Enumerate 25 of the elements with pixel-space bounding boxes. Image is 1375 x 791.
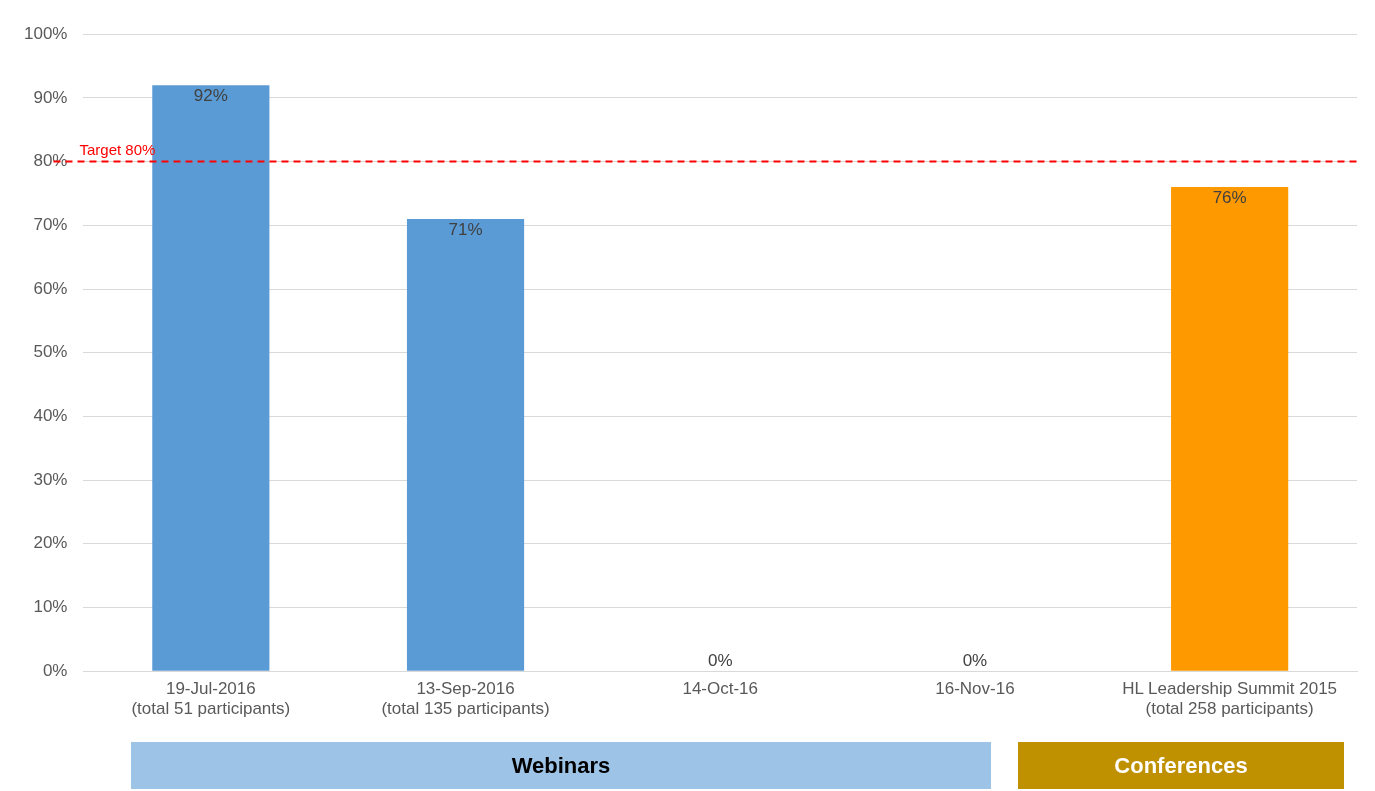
y-tick-label: 20% xyxy=(33,533,68,553)
data-label: 71% xyxy=(448,220,483,240)
data-label: 0% xyxy=(962,651,988,671)
x-tick-label: 13-Sep-2016 (total 135 participants) xyxy=(381,679,550,719)
data-label: 76% xyxy=(1212,188,1247,208)
y-tick-label: 0% xyxy=(42,660,68,680)
bar xyxy=(406,218,525,671)
y-tick-label: 50% xyxy=(33,342,68,362)
y-tick-label: 80% xyxy=(33,151,68,171)
y-tick-label: 30% xyxy=(33,469,68,489)
y-tick-label: 70% xyxy=(33,214,68,234)
y-tick-label: 40% xyxy=(33,406,68,426)
y-tick-label: 60% xyxy=(33,278,68,298)
y-tick-label: 100% xyxy=(24,23,68,43)
data-label: 0% xyxy=(707,651,733,671)
y-tick-label: 10% xyxy=(33,597,68,617)
x-tick-label: 14-Oct-16 xyxy=(682,679,759,699)
x-tick-label: 19-Jul-2016 (total 51 participants) xyxy=(131,679,291,719)
y-tick-label: 90% xyxy=(33,87,68,107)
text: Webinars xyxy=(131,742,991,789)
x-tick-label: 16-Nov-16 xyxy=(935,679,1015,699)
data-label: 92% xyxy=(193,86,228,106)
text: Conferences xyxy=(1018,742,1344,789)
x-tick-label: HL Leadership Summit 2015 (total 258 participants) xyxy=(1122,679,1338,719)
bar xyxy=(1171,187,1289,671)
